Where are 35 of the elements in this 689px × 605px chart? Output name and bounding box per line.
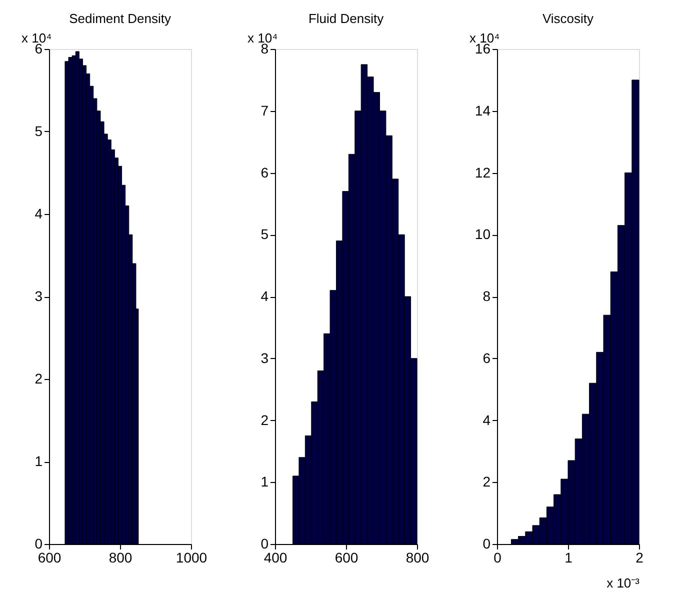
x-tick-label: 400 xyxy=(264,550,288,566)
x-tick-label: 600 xyxy=(334,550,358,566)
y-tick-label: 2 xyxy=(34,370,43,386)
y-tick-label: 2 xyxy=(482,474,491,490)
x-tick-label: 800 xyxy=(406,550,430,566)
y-tick-label: 14 xyxy=(474,102,491,118)
y-tick-label: 5 xyxy=(34,123,43,139)
x-tick-label: 1000 xyxy=(176,550,208,566)
y-tick-label: 12 xyxy=(474,164,491,180)
y-tick-label: 2 xyxy=(260,412,269,428)
y-tick-label: 5 xyxy=(260,226,269,242)
y-tick-label: 0 xyxy=(482,536,491,552)
y-tick-label: 1 xyxy=(34,453,43,469)
chart-title: Fluid Density xyxy=(308,11,384,26)
chart-title: Viscosity xyxy=(542,11,594,26)
x-tick-label: 600 xyxy=(38,550,62,566)
x-tick-label: 1 xyxy=(564,550,573,566)
y-tick-label: 4 xyxy=(34,206,43,222)
y-tick-label: 0 xyxy=(260,536,269,552)
y-tick-label: 6 xyxy=(260,164,269,180)
y-tick-label: 3 xyxy=(34,288,43,304)
y-tick-label: 7 xyxy=(260,102,269,118)
chart-title: Sediment Density xyxy=(69,11,172,26)
y-tick-label: 6 xyxy=(482,350,491,366)
y-tick-label: 3 xyxy=(260,350,269,366)
y-tick-label: 1 xyxy=(260,474,269,490)
x-tick-label: 800 xyxy=(108,550,132,566)
x-axis-title: x 10⁻³ xyxy=(606,576,640,590)
x-tick-label: 2 xyxy=(636,550,644,566)
y-tick-label: 10 xyxy=(474,226,491,242)
x-tick-label: 0 xyxy=(494,550,502,566)
y-tick-label: 8 xyxy=(482,288,491,304)
y-tick-label: 4 xyxy=(260,288,269,304)
y-tick-label: 0 xyxy=(34,536,43,552)
y-tick-label: 4 xyxy=(482,412,491,428)
